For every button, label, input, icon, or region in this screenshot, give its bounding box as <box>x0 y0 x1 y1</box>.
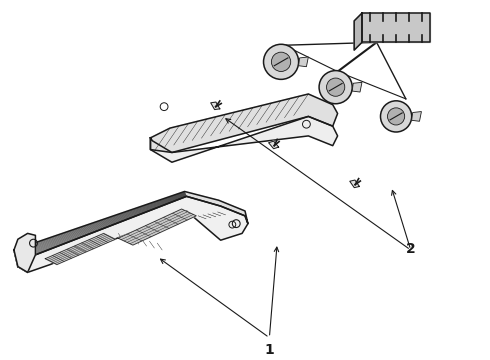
Polygon shape <box>354 13 362 50</box>
Polygon shape <box>14 233 35 273</box>
Text: 2: 2 <box>406 242 416 256</box>
Polygon shape <box>269 141 279 149</box>
Text: 1: 1 <box>265 343 274 356</box>
Circle shape <box>326 78 345 96</box>
Polygon shape <box>298 57 308 67</box>
Polygon shape <box>118 209 196 245</box>
Polygon shape <box>18 196 248 273</box>
Circle shape <box>264 44 298 79</box>
Circle shape <box>319 71 352 104</box>
Polygon shape <box>45 233 115 265</box>
Polygon shape <box>352 82 362 92</box>
Polygon shape <box>211 102 220 109</box>
Polygon shape <box>150 94 338 153</box>
Polygon shape <box>412 112 421 121</box>
Polygon shape <box>14 192 248 266</box>
Polygon shape <box>14 250 27 273</box>
Polygon shape <box>362 13 430 42</box>
Polygon shape <box>150 116 338 162</box>
Circle shape <box>271 52 291 72</box>
Polygon shape <box>350 180 359 188</box>
Circle shape <box>388 108 405 125</box>
Circle shape <box>381 101 412 132</box>
